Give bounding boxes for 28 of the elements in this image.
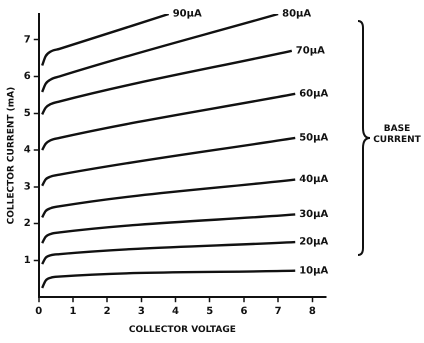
series-label: 20μA xyxy=(299,236,328,248)
series-label: 90μA xyxy=(172,8,202,20)
x-tick-label: 7 xyxy=(274,306,282,317)
y-tick-label: 4 xyxy=(24,144,31,156)
x-tick-label: 4 xyxy=(172,306,180,317)
series-label: 80μA xyxy=(282,8,312,20)
series-label: 40μA xyxy=(299,174,328,186)
x-tick-label: 8 xyxy=(308,306,316,317)
text: BASE CURRENT xyxy=(372,124,422,146)
x-tick-label: 6 xyxy=(240,306,248,317)
y-tick-label: 5 xyxy=(24,108,31,119)
series-label: 50μA xyxy=(299,132,328,144)
y-tick-label: 7 xyxy=(24,34,31,46)
x-tick-label: 5 xyxy=(206,306,214,317)
series-label: 30μA xyxy=(299,209,328,220)
series-label: 70μA xyxy=(296,45,326,56)
series-label: 10μA xyxy=(299,265,328,276)
x-tick-label: 2 xyxy=(104,306,111,317)
y-tick-label: 6 xyxy=(24,71,31,82)
x-tick-label: 0 xyxy=(35,306,42,317)
y-axis-title: COLLECTOR CURRENT (mA) xyxy=(6,86,17,224)
x-axis-title: COLLECTOR VOLTAGE xyxy=(128,324,236,335)
y-tick-label: 1 xyxy=(24,255,31,266)
x-tick-label: 3 xyxy=(138,306,145,317)
y-tick-label: 2 xyxy=(24,218,31,230)
x-tick-label: 1 xyxy=(69,306,76,317)
series-label: 60μA xyxy=(299,88,328,100)
y-tick-label: 3 xyxy=(24,181,31,192)
